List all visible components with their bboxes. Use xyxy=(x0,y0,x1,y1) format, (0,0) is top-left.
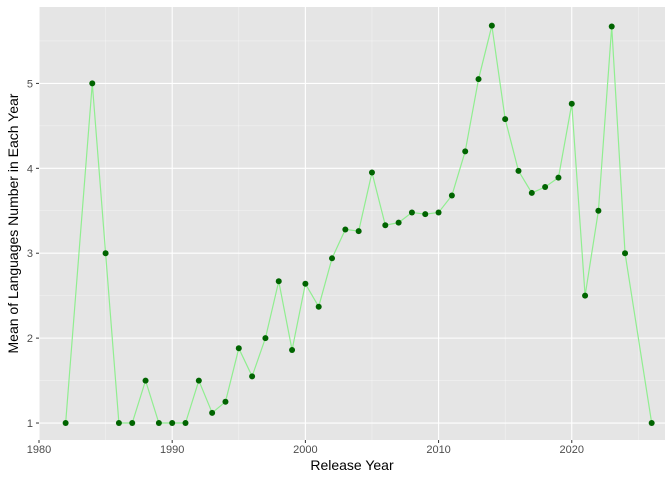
x-tick-label: 2020 xyxy=(560,444,584,456)
data-point xyxy=(182,420,189,427)
data-point xyxy=(275,278,282,285)
data-point xyxy=(222,398,229,405)
data-point xyxy=(62,420,69,427)
x-tick-label: 2000 xyxy=(293,444,317,456)
data-point xyxy=(515,167,522,174)
data-point xyxy=(502,116,509,123)
data-point xyxy=(648,420,655,427)
data-point xyxy=(342,226,349,233)
data-point xyxy=(115,420,122,427)
data-point xyxy=(448,192,455,199)
data-point xyxy=(582,292,589,299)
data-point xyxy=(435,209,442,216)
data-point xyxy=(395,219,402,226)
data-point xyxy=(195,377,202,384)
data-point xyxy=(528,189,535,196)
y-tick-label: 5 xyxy=(27,78,33,90)
data-point xyxy=(608,23,615,30)
data-point xyxy=(382,222,389,229)
data-point xyxy=(155,420,162,427)
y-tick-label: 1 xyxy=(27,418,33,430)
x-tick-label: 1990 xyxy=(160,444,184,456)
y-tick-label: 4 xyxy=(27,163,33,175)
data-point xyxy=(595,207,602,214)
data-point xyxy=(102,250,109,257)
data-point xyxy=(475,76,482,83)
data-point xyxy=(568,100,575,107)
data-point xyxy=(329,255,336,262)
data-point xyxy=(289,347,296,354)
data-point xyxy=(262,335,269,342)
x-tick-label: 1980 xyxy=(27,444,51,456)
data-point xyxy=(555,174,562,181)
data-point xyxy=(142,377,149,384)
data-point xyxy=(315,303,322,310)
data-point xyxy=(235,345,242,352)
data-point xyxy=(129,420,136,427)
x-axis: 1980 1990 2000 2010 2020 xyxy=(27,440,584,456)
plot-panel xyxy=(39,7,665,440)
major-grid xyxy=(38,7,665,440)
data-point xyxy=(169,420,176,427)
data-point xyxy=(249,373,256,380)
y-tick-label: 3 xyxy=(27,248,33,260)
data-point xyxy=(89,80,96,87)
y-axis: 1 2 3 4 5 xyxy=(27,78,39,430)
data-point xyxy=(488,22,495,29)
series-points xyxy=(62,22,655,427)
x-tick-label: 2010 xyxy=(426,444,450,456)
data-point xyxy=(408,209,415,216)
data-point xyxy=(368,169,375,176)
data-point xyxy=(422,211,429,218)
y-axis-title: Mean of Languages Number in Each Year xyxy=(5,93,21,353)
data-point xyxy=(302,280,309,287)
data-point xyxy=(209,409,216,416)
data-point xyxy=(542,183,549,190)
y-tick-label: 2 xyxy=(27,333,33,345)
data-point xyxy=(622,250,629,257)
data-point xyxy=(462,148,469,155)
data-point xyxy=(355,228,362,235)
x-axis-title: Release Year xyxy=(310,457,394,473)
